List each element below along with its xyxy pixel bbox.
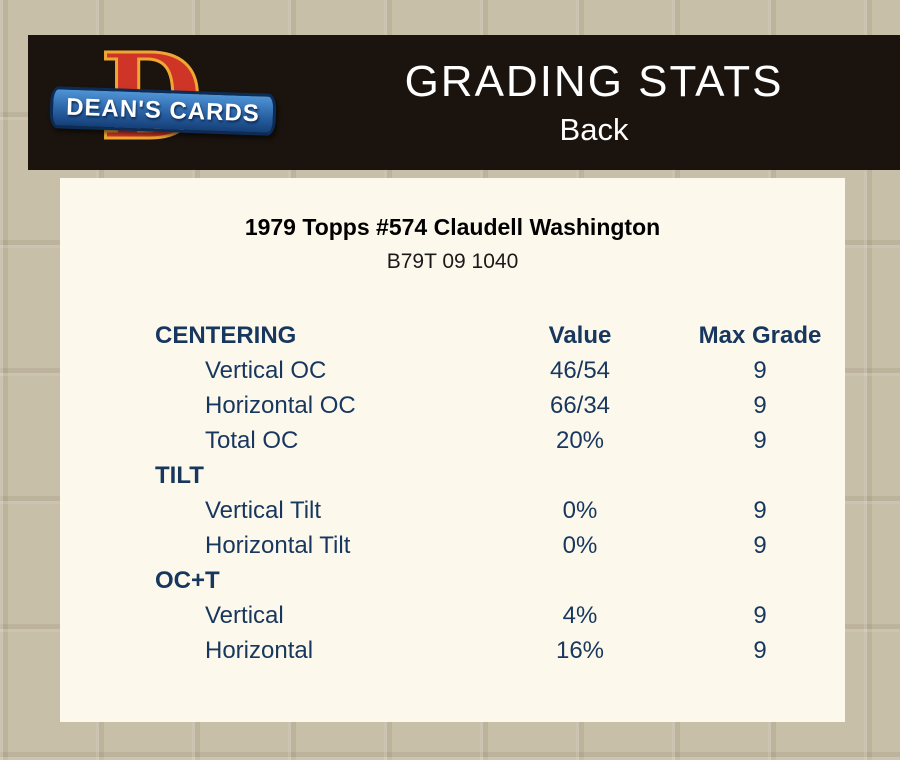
section-row-tilt: TILT — [155, 458, 845, 493]
row-max-grade: 9 — [753, 356, 767, 384]
table-row: Horizontal 16% 9 — [155, 633, 845, 668]
row-value: 0% — [562, 496, 598, 524]
row-label: Vertical Tilt — [205, 496, 322, 524]
table-header-row: CENTERING Value Max Grade — [155, 318, 845, 353]
section-row-oct: OC+T — [155, 563, 845, 598]
row-max-grade: 9 — [753, 426, 767, 454]
table-row: Horizontal Tilt 0% 9 — [155, 528, 845, 563]
card-title: 1979 Topps #574 Claudell Washington — [244, 214, 661, 240]
section-label: TILT — [155, 461, 204, 489]
row-max-grade: 9 — [753, 496, 767, 524]
deans-cards-logo[interactable]: D DEAN'S CARDS — [28, 30, 288, 168]
row-value: 16% — [555, 636, 605, 664]
card-code: B79T 09 1040 — [386, 250, 519, 273]
section-label: OC+T — [155, 566, 220, 594]
row-value: 20% — [555, 426, 605, 454]
grading-stats-table: CENTERING Value Max Grade Vertical OC 46… — [155, 318, 845, 668]
column-header-max-grade: Max Grade — [698, 321, 822, 349]
grading-stats-panel: 1979 Topps #574 Claudell Washington B79T… — [60, 178, 845, 722]
row-max-grade: 9 — [753, 391, 767, 419]
row-max-grade: 9 — [753, 636, 767, 664]
column-header-value: Value — [548, 321, 612, 349]
table-row: Vertical OC 46/54 9 — [155, 353, 845, 388]
logo-banner-text: DEAN'S CARDS — [65, 93, 261, 127]
header-bar: D DEAN'S CARDS GRADING STATS Back — [28, 30, 900, 170]
table-row: Vertical Tilt 0% 9 — [155, 493, 845, 528]
row-label: Horizontal OC — [205, 391, 356, 419]
logo-banner: DEAN'S CARDS — [49, 85, 277, 136]
table-row: Total OC 20% 9 — [155, 423, 845, 458]
table-row: Horizontal OC 66/34 9 — [155, 388, 845, 423]
row-value: 4% — [562, 601, 598, 629]
row-label: Vertical — [205, 601, 284, 629]
header-titles: GRADING STATS Back — [288, 57, 900, 147]
row-label: Total OC — [205, 426, 299, 454]
table-row: Vertical 4% 9 — [155, 598, 845, 633]
card-side-label: Back — [559, 111, 629, 147]
row-label: Horizontal Tilt — [205, 531, 351, 559]
row-label: Vertical OC — [205, 356, 327, 384]
column-header-centering: CENTERING — [155, 321, 297, 349]
row-value: 46/54 — [549, 356, 611, 384]
row-value: 0% — [562, 531, 598, 559]
row-max-grade: 9 — [753, 601, 767, 629]
row-value: 66/34 — [549, 391, 611, 419]
row-label: Horizontal — [205, 636, 314, 664]
page-title: GRADING STATS — [404, 57, 784, 107]
row-max-grade: 9 — [753, 531, 767, 559]
